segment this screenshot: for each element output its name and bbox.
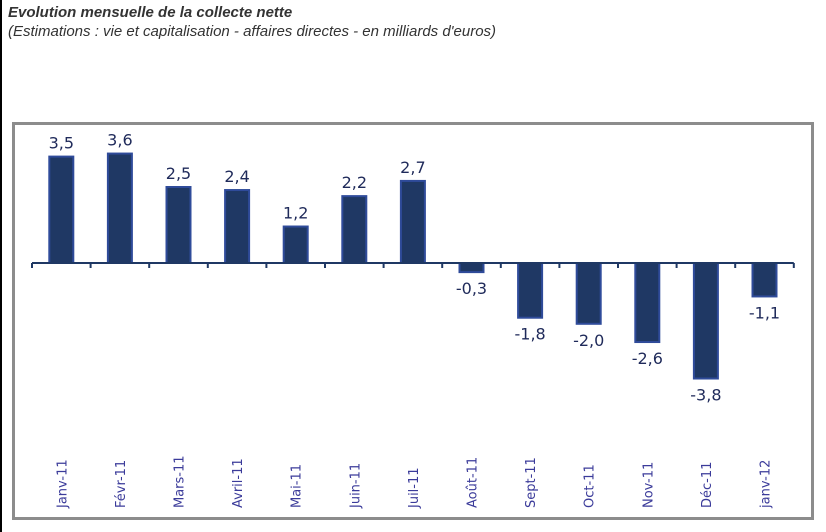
- data-label: 2,5: [166, 164, 191, 183]
- data-label: -0,3: [456, 279, 487, 298]
- bar: [282, 225, 309, 265]
- bar: [634, 262, 661, 344]
- data-label: 3,6: [107, 131, 132, 150]
- x-tick-label: Mars-11: [173, 455, 188, 508]
- bar: [106, 152, 133, 264]
- data-label: -2,0: [573, 331, 604, 350]
- left-border: [0, 0, 2, 532]
- x-tick-label: Oct-11: [583, 464, 598, 508]
- x-tick-label: Mai-11: [290, 464, 305, 508]
- bar: [575, 262, 602, 325]
- data-label: -3,8: [690, 386, 721, 405]
- x-tick-label: Avril-11: [231, 458, 246, 508]
- bar: [48, 155, 75, 265]
- x-tick-label: Août-11: [466, 457, 481, 508]
- bar: [341, 195, 368, 264]
- chart-title: Evolution mensuelle de la collecte nette: [8, 4, 293, 21]
- x-tick-label: Févr-11: [114, 460, 129, 508]
- bar: [458, 262, 485, 274]
- x-tick-label: Nov-11: [641, 462, 656, 508]
- x-tick-label: Juil-11: [407, 467, 422, 509]
- x-tick-label: janv-12: [759, 460, 774, 509]
- data-label: -2,6: [632, 349, 663, 368]
- bar: [399, 179, 426, 264]
- x-tick-label: Déc-11: [700, 462, 715, 508]
- x-tick-label: Sept-11: [524, 457, 539, 508]
- data-label: 2,2: [342, 173, 367, 192]
- data-label: -1,8: [514, 325, 545, 344]
- bar: [692, 262, 719, 380]
- bar: [751, 262, 778, 298]
- data-label: 3,5: [49, 134, 74, 153]
- bar: [165, 186, 192, 264]
- data-label: -1,1: [749, 303, 780, 322]
- x-tick-label: Janv-11: [55, 459, 70, 509]
- data-label: 2,4: [224, 167, 249, 186]
- bar: [517, 262, 544, 319]
- data-label: 2,7: [400, 158, 425, 177]
- x-tick-label: Juin-11: [348, 463, 363, 509]
- chart-subtitle: (Estimations : vie et capitalisation - a…: [8, 23, 497, 40]
- data-label: 1,2: [283, 204, 308, 223]
- bar: [224, 189, 251, 264]
